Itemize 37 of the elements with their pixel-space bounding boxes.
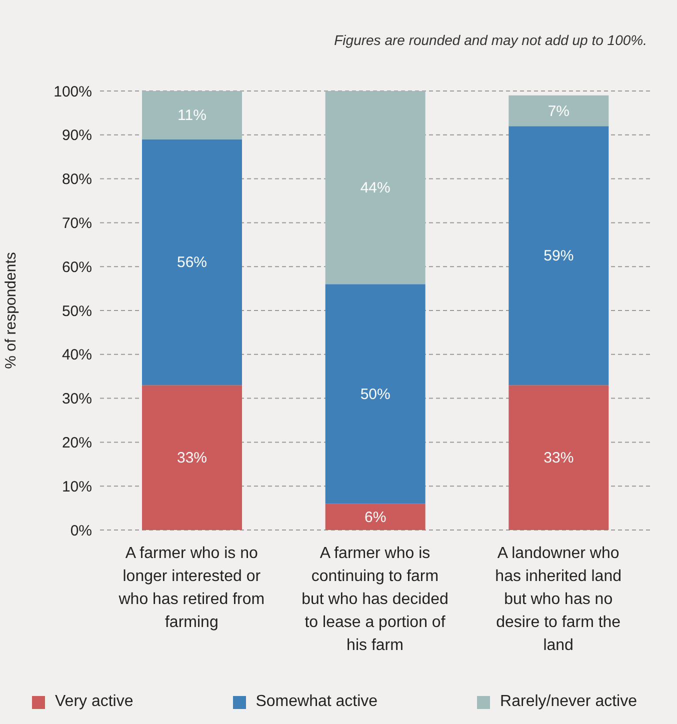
- y-tick-label: 10%: [62, 478, 92, 496]
- y-tick-label: 40%: [62, 346, 92, 364]
- data-label: 50%: [360, 386, 390, 403]
- bar: [142, 91, 242, 140]
- text: Figures are rounded and may not add up to 100%.: [334, 32, 647, 48]
- legend-label: Somewhat active: [256, 693, 378, 711]
- y-tick-label: 50%: [62, 302, 92, 320]
- data-label: 33%: [176, 450, 208, 467]
- y-tick-label: 70%: [62, 215, 92, 232]
- legend-label: Rarely/never active: [500, 693, 637, 711]
- bar: [508, 385, 609, 530]
- y-axis-title: % of respondents: [2, 252, 20, 369]
- bar: [508, 95, 609, 126]
- data-label: 33%: [544, 450, 574, 467]
- data-label: 59%: [544, 248, 574, 265]
- y-tick-label: 20%: [62, 434, 92, 452]
- bar: [142, 139, 242, 386]
- y-tick-label: 30%: [62, 390, 92, 408]
- y-tick-label: 0%: [70, 522, 92, 540]
- bar: [142, 385, 242, 530]
- data-label: 6%: [364, 508, 386, 526]
- legend-label: Very active: [55, 693, 134, 711]
- data-label: 11%: [178, 107, 206, 124]
- bar: [325, 284, 426, 504]
- y-tick-label: 100%: [54, 83, 92, 100]
- data-label: 7%: [548, 102, 570, 120]
- bar: [325, 504, 426, 530]
- x-tick-label: A farmer who is continuing to farm but who has decided to lease a portion of his farm: [302, 545, 448, 654]
- bar: [508, 126, 609, 386]
- bar: [325, 91, 426, 284]
- y-tick-label: 80%: [62, 171, 92, 188]
- x-tick-label: A landowner who has inherited land but who has no desire to farm the land: [495, 545, 622, 654]
- x-tick-label: A farmer who is no longer interested or who has retired from farming: [118, 545, 265, 631]
- data-label: 44%: [360, 180, 390, 197]
- data-label: 56%: [176, 254, 208, 272]
- y-tick-label: 60%: [62, 258, 92, 276]
- y-tick-label: 90%: [62, 127, 92, 144]
